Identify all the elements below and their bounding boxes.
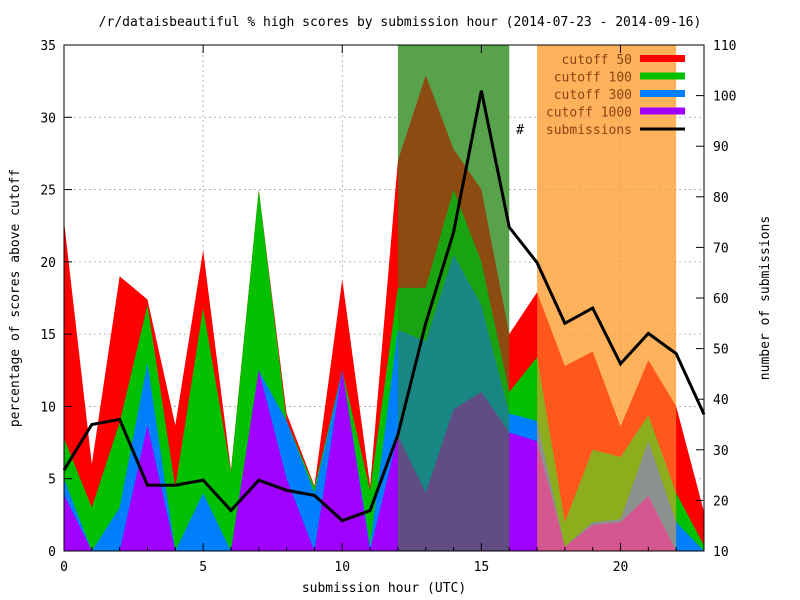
y-tick-label-2: 10 [40, 400, 56, 415]
y-axis-left: 0 5 10 15 20 25 30 35 [40, 39, 72, 560]
legend-label-1: cutoff 100 [554, 71, 632, 86]
y2-tick-label-5: 60 [713, 292, 729, 307]
y2-tick-label-8: 90 [713, 140, 729, 155]
legend-swatch-1 [640, 72, 685, 80]
y2-axis-label: number of submissions [758, 216, 773, 380]
legend: cutoff 50 cutoff 100 cutoff 300 cutoff 1000… [516, 53, 685, 138]
legend-swatch-2 [640, 90, 685, 97]
y-tick-label-3: 15 [40, 328, 56, 343]
y2-tick-label-4: 50 [713, 343, 729, 358]
legend-label-0: cutoff 50 [562, 53, 632, 68]
legend-label-submissions: submissions [546, 123, 632, 138]
legend-marker: # [516, 123, 524, 138]
y2-tick-label-6: 70 [713, 241, 729, 256]
y-tick-label-5: 25 [40, 184, 56, 199]
y-tick-label-0: 0 [48, 545, 56, 560]
y2-tick-label-1: 20 [713, 494, 729, 509]
band-overlay-1 [537, 45, 677, 551]
y2-tick-label-2: 30 [713, 444, 729, 459]
y-tick-label-6: 30 [40, 111, 56, 126]
y-axis-label: percentage of scores above cutoff [8, 169, 23, 427]
legend-swatch-0 [640, 55, 685, 62]
y2-tick-label-7: 80 [713, 191, 729, 206]
y2-tick-label-0: 10 [713, 545, 729, 560]
y-tick-label-7: 35 [40, 39, 56, 54]
chart-title: /r/dataisbeautiful % high scores by subm… [99, 15, 702, 30]
y2-tick-label-10: 110 [713, 39, 736, 54]
x-tick-label-3: 15 [474, 560, 490, 575]
band-overlay [397, 45, 677, 551]
y-axis-right: 10 20 30 40 50 60 70 80 90 100 110 [696, 39, 736, 560]
legend-label-3: cutoff 1000 [546, 106, 632, 121]
x-axis: 0 5 10 15 20 [60, 45, 677, 575]
band-overlay-0 [397, 45, 510, 551]
legend-label-2: cutoff 300 [554, 88, 632, 103]
y-tick-label-1: 5 [48, 473, 56, 488]
x-tick-label-1: 5 [199, 560, 207, 575]
y2-tick-label-3: 40 [713, 393, 729, 408]
y2-tick-label-9: 100 [713, 90, 736, 105]
submissions-polyline [62, 90, 706, 523]
legend-swatch-3 [640, 107, 685, 115]
y-tick-label-4: 20 [40, 256, 56, 271]
x-tick-label-2: 10 [334, 560, 350, 575]
x-tick-label-0: 0 [60, 560, 68, 575]
submissions-line [62, 90, 706, 523]
x-axis-label: submission hour (UTC) [302, 581, 466, 596]
x-tick-label-4: 20 [613, 560, 629, 575]
